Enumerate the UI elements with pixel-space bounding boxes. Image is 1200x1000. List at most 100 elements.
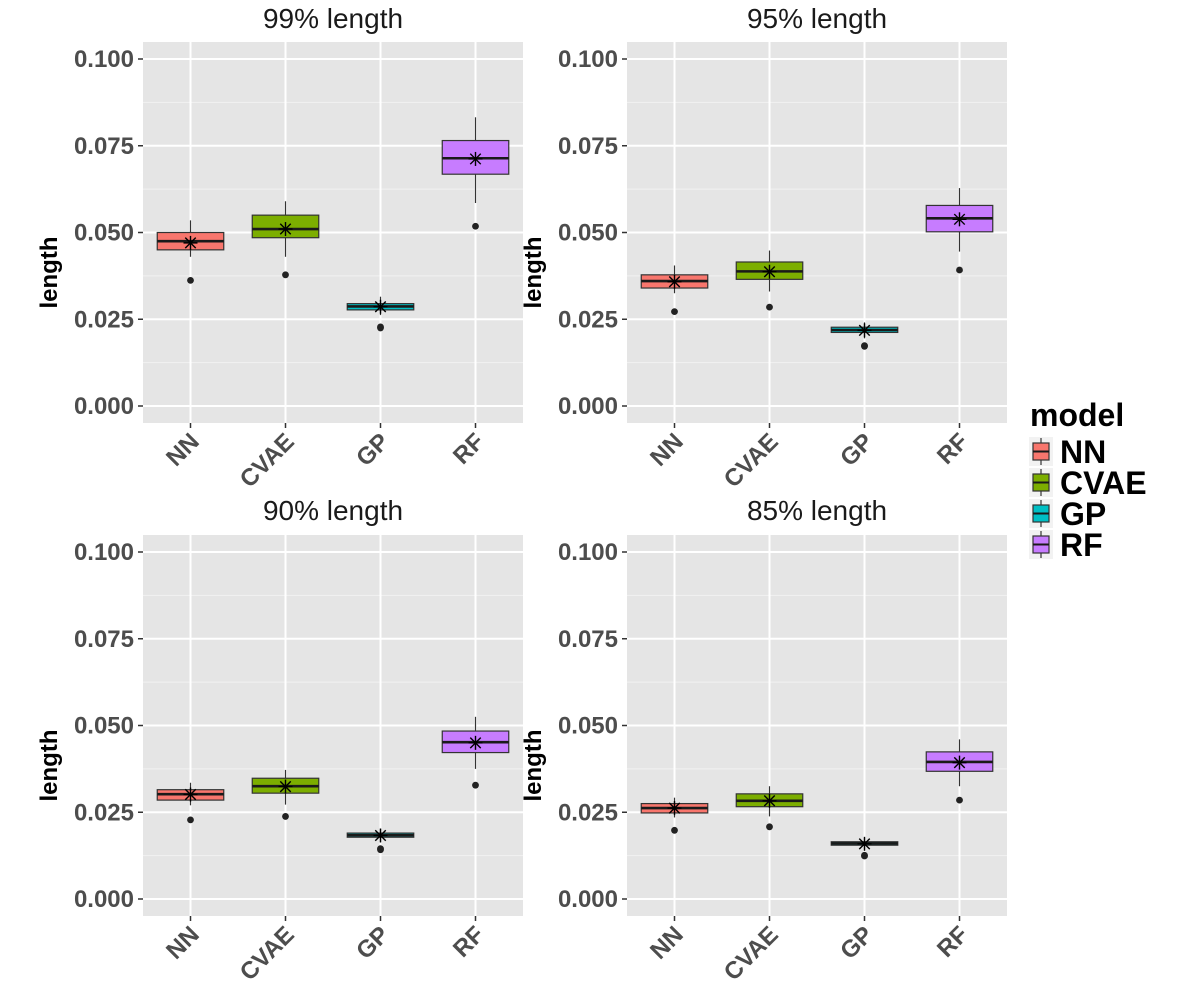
- y-axis-title: length: [520, 237, 547, 309]
- panel-title: 99% length: [263, 3, 403, 34]
- mean-marker: [373, 828, 388, 843]
- box-cvae: [251, 769, 320, 820]
- y-axis-title: length: [36, 730, 63, 802]
- mean-marker: [762, 793, 777, 808]
- box-cvae: [735, 786, 804, 831]
- mean-marker: [952, 755, 967, 770]
- y-tick-label: 0.025: [74, 306, 134, 333]
- outlier-point: [282, 813, 289, 820]
- mean-stroke: [668, 276, 681, 288]
- mean-stroke: [279, 780, 292, 793]
- mean-marker: [857, 323, 872, 338]
- outlier-point: [187, 276, 194, 284]
- mean-marker: [468, 151, 483, 166]
- legend-title: model: [1030, 397, 1124, 433]
- y-axis-title: length: [520, 730, 547, 802]
- y-axis-title: length: [36, 237, 63, 309]
- box-nn: [640, 797, 709, 834]
- y-tick-label: 0.075: [558, 133, 618, 160]
- panel-2: 95% length 0.000 0.025 0.050 0.075 0.100 lengt…: [520, 3, 1007, 493]
- mean-marker: [278, 779, 293, 794]
- legend-label: CVAE: [1060, 465, 1147, 501]
- x-tick-label: RF: [932, 428, 974, 470]
- outlier-point: [472, 222, 479, 230]
- panel-3: 90% length 0.000 0.025 0.050 0.075 0.100 lengt…: [36, 495, 523, 986]
- outlier-point: [472, 781, 479, 789]
- outlier-point: [766, 303, 773, 311]
- box-gp: [346, 828, 415, 854]
- y-tick-label: 0.000: [74, 393, 134, 420]
- legend-key-gp: [1029, 499, 1053, 528]
- x-tick-label: RF: [448, 921, 490, 963]
- box-cvae: [735, 250, 804, 311]
- mean-stroke: [374, 301, 387, 313]
- legend-key-cvae: [1029, 468, 1053, 497]
- legend-label: NN: [1060, 434, 1106, 470]
- panel-title: 95% length: [747, 3, 887, 34]
- y-tick-label: 0.000: [74, 886, 134, 913]
- outlier-point: [766, 823, 773, 831]
- panel-title: 90% length: [263, 495, 403, 526]
- outlier-point: [956, 796, 963, 804]
- mean-stroke: [668, 802, 681, 814]
- y-tick-label: 0.050: [74, 713, 134, 740]
- y-tick-label: 0.050: [74, 220, 134, 247]
- x-tick-label: NN: [645, 428, 689, 472]
- y-tick-label: 0.025: [74, 799, 134, 826]
- mean-marker: [468, 735, 483, 750]
- x-tick-label: CVAE: [719, 921, 784, 986]
- box-gp: [830, 322, 899, 350]
- mean-marker: [667, 801, 682, 816]
- box-nn: [640, 265, 709, 316]
- box-gp: [346, 296, 415, 332]
- x-tick-label: CVAE: [235, 921, 300, 986]
- legend-label: RF: [1060, 527, 1103, 563]
- outlier-point: [187, 816, 194, 824]
- x-tick-label: GP: [835, 428, 879, 472]
- mean-stroke: [858, 838, 871, 850]
- x-tick-label: NN: [161, 921, 205, 965]
- x-tick-label: NN: [161, 428, 205, 472]
- y-tick-label: 0.075: [74, 626, 134, 653]
- mean-stroke: [374, 829, 387, 842]
- mean-stroke: [184, 788, 197, 801]
- box-gp: [830, 836, 899, 860]
- outlier-point: [861, 851, 868, 859]
- outlier-point: [377, 845, 384, 853]
- y-tick-label: 0.025: [558, 799, 618, 826]
- legend-key-rf: [1029, 530, 1053, 559]
- mean-marker: [183, 235, 198, 250]
- mean-stroke: [763, 795, 776, 807]
- y-tick-label: 0.100: [74, 539, 134, 566]
- mean-marker: [952, 212, 967, 227]
- y-tick-label: 0.000: [558, 886, 618, 913]
- outlier-point: [282, 271, 289, 279]
- mean-stroke: [763, 265, 776, 278]
- mean-marker: [278, 222, 293, 237]
- panel-4: 85% length 0.000 0.025 0.050 0.075 0.100 lengt…: [520, 495, 1007, 986]
- mean-marker: [373, 299, 388, 314]
- x-tick-label: CVAE: [235, 428, 300, 493]
- outlier-point: [671, 826, 678, 834]
- x-tick-label: GP: [835, 921, 879, 965]
- x-tick-label: CVAE: [719, 428, 784, 493]
- box-nn: [156, 220, 225, 284]
- mean-stroke: [469, 153, 482, 165]
- mean-marker: [183, 787, 198, 802]
- panel-1: 99% length 0.000 0.025 0.050 0.075 0.100 lengt…: [36, 3, 523, 493]
- outlier-point: [671, 308, 678, 316]
- box-rf: [441, 716, 510, 789]
- box-nn: [156, 782, 225, 824]
- mean-marker: [857, 836, 872, 851]
- mean-stroke: [953, 213, 966, 226]
- mean-stroke: [469, 737, 482, 749]
- mean-stroke: [858, 324, 871, 337]
- legend-key-nn: [1029, 437, 1053, 466]
- y-tick-label: 0.025: [558, 306, 618, 333]
- outlier-point: [956, 266, 963, 274]
- y-tick-label: 0.075: [74, 133, 134, 160]
- x-tick-label: NN: [645, 921, 689, 965]
- y-tick-label: 0.050: [558, 220, 618, 247]
